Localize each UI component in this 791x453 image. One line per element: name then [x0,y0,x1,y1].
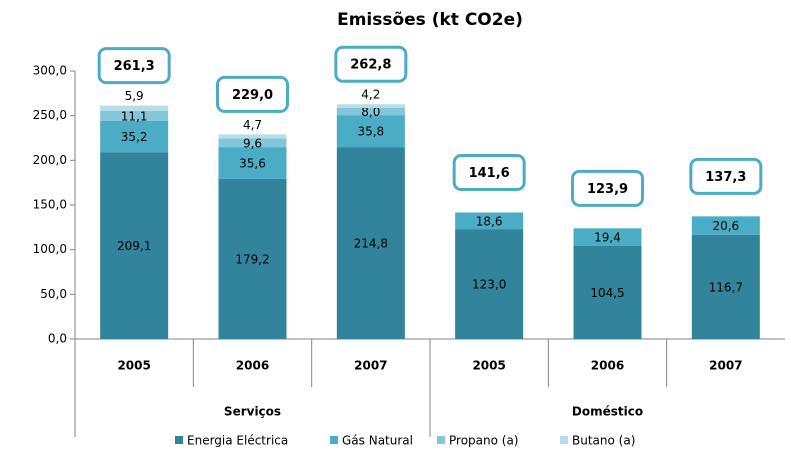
bar-segment [691,234,760,339]
x-tick-label: 2005 [117,359,150,373]
bar-segment [218,134,287,139]
total-box [216,75,289,113]
bar-segment [455,212,524,230]
data-label: 116,7 [709,280,743,294]
data-label: 35,8 [357,125,384,139]
total-box [334,45,408,83]
legend-swatch [437,436,445,444]
data-label: 209,1 [117,239,151,253]
y-tick-label: 100,0 [33,242,67,256]
legend-label: Gás Natural [342,434,413,448]
total-label: 123,9 [587,182,628,197]
bar-segment [218,178,287,339]
bar-segment [100,105,169,111]
legend-label: Butano (a) [572,434,635,448]
total-label: 137,3 [705,170,746,185]
group-label: Doméstico [572,405,643,419]
data-label: 11,1 [121,109,148,123]
bar-segment [691,216,760,235]
total-label: 261,3 [114,59,155,74]
total-box [97,47,171,85]
data-label: 179,2 [235,252,269,266]
total-box [571,169,644,207]
x-tick-label: 2007 [354,359,387,373]
y-tick-label: 300,0 [33,64,67,78]
bar-segment [100,152,169,339]
y-tick-label: 50,0 [40,287,67,301]
data-label: 4,2 [361,88,380,102]
data-label: 5,9 [125,89,144,103]
data-label: 9,6 [243,136,262,150]
total-label: 141,6 [469,166,510,181]
legend-label: Energia Eléctrica [187,434,288,448]
data-label: 214,8 [354,237,388,251]
total-label: 229,0 [232,88,273,103]
x-tick-label: 2007 [709,359,742,373]
bar-segment [218,138,287,148]
bar-segment [336,107,405,116]
x-tick-label: 2006 [591,359,624,373]
data-label: 123,0 [472,278,506,292]
data-label: 35,6 [239,157,266,171]
data-label: 18,6 [476,214,503,228]
data-label: 19,4 [594,230,621,244]
data-label: 20,6 [712,219,739,233]
legend-label: Propano (a) [449,434,519,448]
bar-segment [336,115,405,148]
data-label: 8,0 [361,105,380,119]
legend-swatch [330,436,338,444]
y-tick-label: 200,0 [33,153,67,167]
y-tick-label: 150,0 [33,198,67,212]
bar-segment [573,228,642,246]
bar-segment [455,229,524,339]
group-label: Serviços [224,405,281,419]
bar-segment [336,104,405,108]
total-box [452,154,526,192]
data-label: 35,2 [121,130,148,144]
legend-swatch [175,436,183,444]
legend-swatch [560,436,568,444]
bar-segment [100,110,169,121]
total-label: 262,8 [350,58,391,73]
y-tick-label: 0,0 [48,332,67,346]
bar-segment [336,147,405,339]
x-tick-label: 2006 [236,359,269,373]
data-label: 4,7 [243,118,262,132]
bar-segment [100,120,169,153]
bar-segment [218,147,287,179]
chart-title: Emissões (kt CO2e) [337,10,523,30]
total-box [689,157,763,195]
y-tick-label: 250,0 [33,108,67,122]
bar-segment [573,245,642,339]
x-tick-label: 2005 [472,359,505,373]
data-label: 104,5 [590,286,624,300]
